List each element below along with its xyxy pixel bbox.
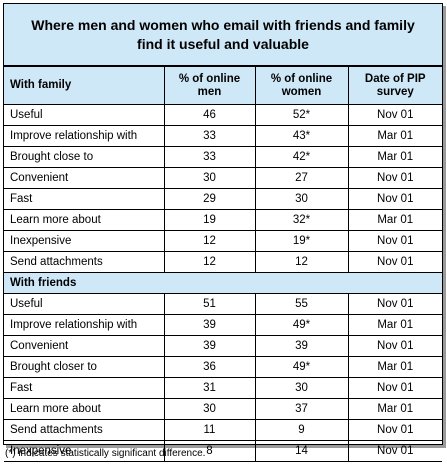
cell-date: Nov 01 (347, 188, 442, 210)
cell-men: 19 (163, 209, 256, 231)
row-label: Useful (4, 293, 165, 315)
row-label: Learn more about (4, 209, 165, 231)
cell-men: 46 (163, 104, 256, 126)
cell-men: 31 (163, 377, 256, 399)
header-row: With family % of online men % of online … (4, 66, 442, 105)
row-label: Inexpensive (4, 230, 165, 252)
row-label: Fast (4, 188, 165, 210)
row-label: Improve relationship with (4, 314, 165, 336)
cell-women: 19* (254, 230, 349, 252)
cell-date: Nov 01 (347, 167, 442, 189)
cell-women: 37 (254, 398, 349, 420)
cell-men: 39 (163, 314, 256, 336)
cell-women: 52* (254, 104, 349, 126)
table-row: Send attachments 12 12 Nov 01 (4, 251, 442, 273)
cell-men: 11 (163, 419, 256, 441)
cell-date: Nov 01 (347, 419, 442, 441)
header-date: Date of PIP survey (347, 66, 442, 105)
cell-date: Mar 01 (347, 398, 442, 420)
cell-date: Nov 01 (347, 377, 442, 399)
table-row: Brought closer to 36 49* Mar 01 (4, 356, 442, 378)
cell-date: Nov 01 (347, 335, 442, 357)
row-label: Convenient (4, 335, 165, 357)
table-row: Convenient 39 39 Nov 01 (4, 335, 442, 357)
section-label-friends: With friends (4, 272, 442, 294)
cell-men: 30 (163, 167, 256, 189)
cell-men: 8 (163, 440, 256, 462)
cell-date: Mar 01 (347, 314, 442, 336)
cell-women: 43* (254, 125, 349, 147)
header-women: % of online women (254, 66, 349, 105)
table-title: Where men and women who email with frien… (4, 4, 442, 66)
cell-women: 55 (254, 293, 349, 315)
table-frame: Where men and women who email with frien… (3, 3, 443, 462)
cell-women: 39 (254, 335, 349, 357)
row-label: Brought closer to (4, 356, 165, 378)
table-row: Fast 29 30 Nov 01 (4, 188, 442, 210)
table-row: Send attachments 11 9 Nov 01 (4, 419, 442, 441)
table-row: Improve relationship with 39 49* Mar 01 (4, 314, 442, 336)
cell-date: Mar 01 (347, 209, 442, 231)
row-label: Brought close to (4, 146, 165, 168)
table-row: Learn more about 30 37 Mar 01 (4, 398, 442, 420)
cell-date: Nov 01 (347, 440, 442, 462)
table-row: Useful 51 55 Nov 01 (4, 293, 442, 315)
cell-women: 9 (254, 419, 349, 441)
cell-women: 30 (254, 377, 349, 399)
row-label: Learn more about (4, 398, 165, 420)
cell-women: 49* (254, 356, 349, 378)
cell-women: 42* (254, 146, 349, 168)
table-row: Useful 46 52* Nov 01 (4, 104, 442, 126)
table-row: Brought close to 33 42* Mar 01 (4, 146, 442, 168)
table-row: Inexpensive 8 14 Nov 01 (4, 440, 442, 462)
cell-men: 51 (163, 293, 256, 315)
cell-date: Nov 01 (347, 104, 442, 126)
cell-men: 33 (163, 146, 256, 168)
family-rows: Useful 46 52* Nov 01 Improve relationship wi… (4, 104, 442, 273)
cell-men: 39 (163, 335, 256, 357)
cell-women: 32* (254, 209, 349, 231)
cell-date: Nov 01 (347, 251, 442, 273)
friends-rows: Useful 51 55 Nov 01 Improve relationship wit… (4, 293, 442, 462)
header-section-family: With family (4, 66, 165, 105)
cell-men: 12 (163, 230, 256, 252)
cell-women: 30 (254, 188, 349, 210)
table-row: Inexpensive 12 19* Nov 01 (4, 230, 442, 252)
cell-date: Mar 01 (347, 125, 442, 147)
row-label: Convenient (4, 167, 165, 189)
cell-men: 33 (163, 125, 256, 147)
row-label: Inexpensive (4, 440, 165, 462)
header-men: % of online men (163, 66, 256, 105)
cell-date: Mar 01 (347, 146, 442, 168)
table-row: Convenient 30 27 Nov 01 (4, 167, 442, 189)
cell-date: Mar 01 (347, 356, 442, 378)
table-row: Learn more about 19 32* Mar 01 (4, 209, 442, 231)
footnote: (*) indicates statistically significant … (5, 448, 206, 459)
cell-women: 27 (254, 167, 349, 189)
data-table: With family % of online men % of online … (4, 66, 442, 462)
cell-women: 12 (254, 251, 349, 273)
section-row-friends: With friends (4, 272, 442, 294)
table-row: Improve relationship with 33 43* Mar 01 (4, 125, 442, 147)
cell-date: Nov 01 (347, 230, 442, 252)
cell-men: 36 (163, 356, 256, 378)
row-label: Improve relationship with (4, 125, 165, 147)
table-row: Fast 31 30 Nov 01 (4, 377, 442, 399)
row-label: Send attachments (4, 419, 165, 441)
cell-women: 49* (254, 314, 349, 336)
cell-men: 29 (163, 188, 256, 210)
row-label: Fast (4, 377, 165, 399)
row-label: Send attachments (4, 251, 165, 273)
cell-men: 30 (163, 398, 256, 420)
cell-date: Nov 01 (347, 293, 442, 315)
row-label: Useful (4, 104, 165, 126)
cell-women: 14 (254, 440, 349, 462)
cell-men: 12 (163, 251, 256, 273)
